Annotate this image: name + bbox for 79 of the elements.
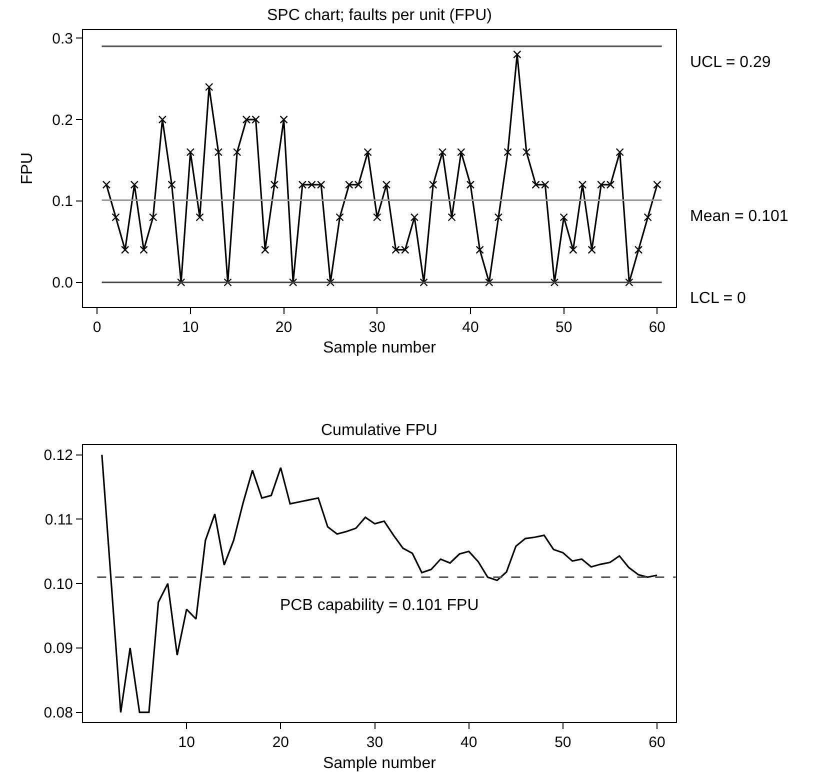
point (280, 115, 288, 124)
point (196, 213, 204, 222)
x-tick-label: 60 (648, 318, 666, 336)
ref-line-label: LCL = 0 (690, 290, 746, 307)
point (102, 180, 111, 189)
point (224, 278, 232, 286)
point (270, 180, 279, 189)
point (560, 213, 568, 222)
point (112, 213, 120, 222)
y-tick-label: 0.0 (52, 274, 73, 292)
ref-line-label: Mean = 0.101 (690, 208, 788, 225)
x-tick-label: 0 (92, 318, 102, 336)
point (653, 180, 662, 189)
x-axis-title: Sample number (322, 754, 437, 772)
point (420, 278, 428, 286)
point (382, 180, 391, 189)
point (588, 246, 596, 254)
x-tick-label: 20 (275, 318, 292, 336)
point (457, 148, 466, 156)
point (336, 213, 344, 222)
point (644, 213, 652, 222)
point (373, 213, 382, 222)
point (578, 180, 587, 189)
point (550, 278, 559, 286)
point (494, 213, 503, 222)
point (177, 278, 186, 286)
x-tick-label: 50 (555, 318, 572, 336)
x-tick-label: 10 (182, 318, 199, 336)
x-tick-label: 10 (178, 734, 195, 752)
point (634, 246, 643, 254)
point (158, 115, 167, 124)
point (364, 148, 372, 156)
x-tick-label: 40 (462, 318, 479, 336)
point (410, 213, 419, 222)
point (466, 180, 475, 189)
point (326, 278, 335, 286)
point (448, 213, 456, 222)
y-tick-label: 0.09 (44, 640, 73, 658)
point (186, 148, 195, 156)
point (513, 50, 522, 59)
x-tick-label: 60 (648, 734, 666, 752)
ref-line-label: UCL = 0.29 (690, 54, 771, 71)
point (205, 82, 214, 92)
y-axis-title: FPU (19, 152, 36, 184)
x-tick-label: 30 (368, 318, 386, 336)
point (504, 148, 512, 156)
annotation: PCB capability = 0.101 FPU (280, 597, 479, 614)
chart-title: Cumulative FPU (321, 422, 438, 439)
point (168, 180, 176, 189)
point (130, 180, 139, 189)
x-tick-label: 40 (460, 734, 478, 752)
point (120, 246, 130, 254)
point (148, 213, 158, 222)
point (625, 278, 634, 286)
y-tick-label: 0.10 (44, 576, 73, 593)
y-tick-label: 0.11 (44, 511, 73, 528)
point (289, 278, 298, 286)
y-tick-label: 0.08 (44, 704, 73, 722)
x-tick-label: 30 (366, 734, 384, 752)
line-series (101, 454, 658, 714)
point (214, 148, 223, 156)
point (261, 246, 270, 254)
y-tick-label: 0.12 (44, 447, 73, 464)
point (429, 180, 438, 189)
point (616, 148, 624, 156)
y-tick-label: 0.1 (52, 193, 73, 210)
y-tick-label: 0.2 (52, 112, 73, 129)
point (140, 246, 148, 254)
point (233, 148, 242, 156)
point (485, 278, 494, 286)
point (438, 148, 447, 156)
x-tick-label: 50 (554, 734, 572, 752)
point (476, 246, 484, 254)
point (522, 148, 531, 156)
chart-title: SPC chart; faults per unit (FPU) (267, 7, 492, 24)
y-tick-label: 0.3 (52, 30, 73, 48)
point (569, 246, 578, 254)
x-axis-title: Sample number (322, 340, 437, 357)
x-tick-label: 20 (272, 734, 290, 752)
